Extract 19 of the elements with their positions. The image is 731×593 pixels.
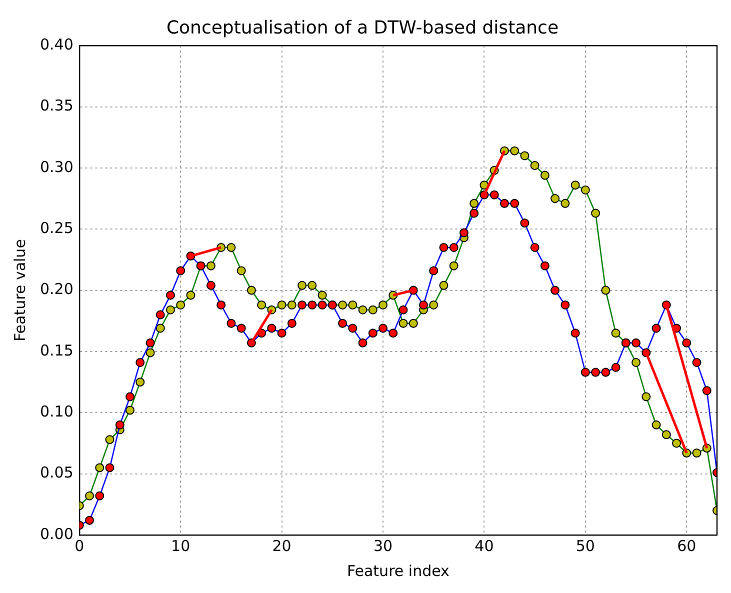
y-axis-title: Feature value — [10, 239, 29, 342]
y-tick-label: 0.05 — [40, 464, 74, 482]
y-tick-label: 0.40 — [40, 35, 74, 54]
x-tick-label: 50 — [576, 536, 595, 555]
x-tick-label: 30 — [373, 536, 393, 555]
y-tick-label: 0.10 — [40, 402, 74, 421]
x-axis-title: Feature index — [346, 562, 450, 580]
y-tick-label: 0.30 — [40, 158, 74, 176]
x-tick-label: 10 — [171, 536, 190, 555]
x-tick-label: 20 — [272, 536, 292, 555]
y-tick-label: 0.35 — [40, 96, 74, 115]
x-tick-label: 40 — [474, 536, 494, 555]
x-tick-label: 0 — [74, 536, 84, 555]
chart-title: Conceptualisation of a DTW-based distance — [166, 17, 559, 38]
y-tick-label: 0.15 — [40, 341, 74, 360]
x-tick-label: 60 — [677, 536, 696, 555]
y-tick-label: 0.25 — [40, 219, 74, 238]
y-tick-label: 0.00 — [40, 524, 74, 543]
y-tick-label: 0.20 — [40, 280, 74, 298]
